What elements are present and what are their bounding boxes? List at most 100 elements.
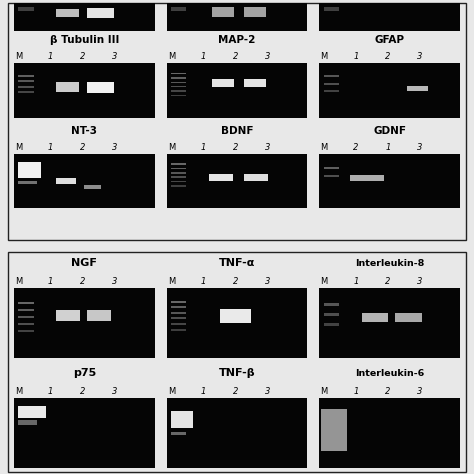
Bar [171,328,186,330]
Text: 1: 1 [201,143,206,152]
Bar [8,3,466,240]
Bar [167,63,307,118]
Text: Interleukin-6: Interleukin-6 [355,368,424,377]
Text: β Tubulin III: β Tubulin III [50,35,119,45]
Text: NGF: NGF [72,258,97,268]
Text: Interleukin-8: Interleukin-8 [355,258,424,267]
Bar [319,398,460,468]
Text: TNF-β: TNF-β [219,368,255,378]
Bar [18,406,46,418]
Text: 1: 1 [48,52,54,61]
Bar [171,432,186,435]
Bar [14,63,155,118]
Text: 3: 3 [112,277,118,286]
Bar [171,164,186,165]
Bar [212,79,234,87]
Text: TNF-α: TNF-α [219,258,255,268]
Text: BDNF: BDNF [221,126,253,136]
Text: 2: 2 [233,52,238,61]
Bar [324,313,339,316]
Bar [56,9,79,17]
Bar [18,91,34,93]
Bar [212,7,234,17]
Text: 3: 3 [417,52,423,61]
Text: 2: 2 [80,52,85,61]
Bar [18,302,34,304]
Bar [171,185,186,187]
Text: 3: 3 [112,52,118,61]
Text: 2: 2 [385,277,391,286]
Bar [171,323,186,325]
Text: M: M [15,277,22,286]
Bar [87,8,114,18]
Bar [220,309,251,323]
Bar [171,301,186,302]
Text: 3: 3 [417,143,423,152]
Text: 3: 3 [112,387,118,396]
Text: M: M [168,387,175,396]
Text: 2: 2 [80,277,85,286]
Text: 2: 2 [233,143,238,152]
Bar [171,168,186,169]
Bar [324,167,339,169]
Text: p75: p75 [73,368,96,378]
Text: 2: 2 [385,387,391,396]
Text: 2: 2 [233,387,238,396]
Text: 2: 2 [385,52,391,61]
Text: 1: 1 [48,277,54,286]
Bar [14,154,155,208]
Bar [18,323,34,325]
Bar [244,79,266,87]
Text: 3: 3 [417,277,423,286]
Text: M: M [320,277,328,286]
Bar [167,154,307,208]
Text: M: M [320,387,328,396]
Bar [321,409,346,450]
Bar [18,7,34,11]
Bar [18,181,37,184]
Bar [167,288,307,358]
Bar [319,63,460,118]
Text: GFAP: GFAP [374,35,405,45]
Bar [18,316,34,318]
Bar [171,86,186,87]
Text: 3: 3 [264,143,270,152]
Text: M: M [168,52,175,61]
Text: M: M [168,277,175,286]
Bar [319,3,460,31]
Bar [362,312,388,322]
Bar [56,178,76,184]
Text: M: M [320,143,328,152]
Bar [244,7,266,17]
Text: 2: 2 [80,387,85,396]
Bar [18,162,42,178]
Bar [171,181,186,182]
Bar [244,174,268,181]
Bar [87,82,114,93]
Text: 1: 1 [201,52,206,61]
Text: M: M [15,143,22,152]
Bar [324,82,339,85]
Bar [18,75,34,77]
Bar [171,176,186,178]
Bar [324,7,339,11]
Text: 1: 1 [48,387,54,396]
Text: 3: 3 [112,143,118,152]
Bar [171,410,192,428]
Bar [171,306,186,308]
Text: M: M [168,143,175,152]
Text: 2: 2 [233,277,238,286]
Bar [407,86,428,91]
Bar [18,309,34,311]
Bar [171,77,186,79]
Bar [18,81,34,82]
Text: 1: 1 [353,277,359,286]
Text: 3: 3 [417,387,423,396]
Text: 1: 1 [353,52,359,61]
Bar [209,174,233,181]
Bar [350,175,384,181]
Text: 2: 2 [80,143,85,152]
Bar [56,310,80,321]
Text: 1: 1 [385,143,391,152]
Text: 1: 1 [353,387,359,396]
